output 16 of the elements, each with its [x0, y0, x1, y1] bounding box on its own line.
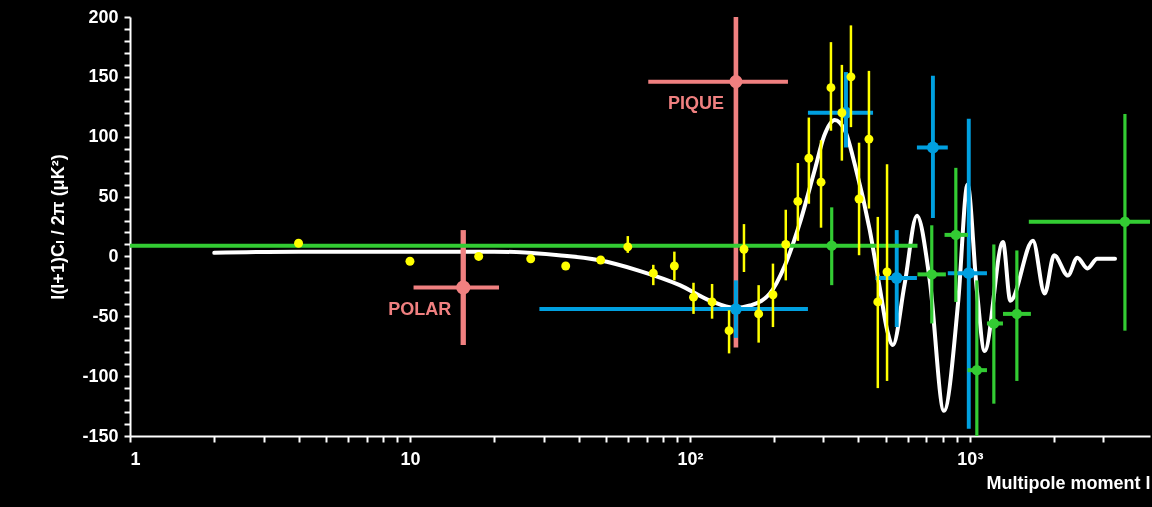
y-tick-label: -100 [82, 365, 119, 386]
y-tick-label: 100 [88, 126, 119, 147]
x-tick-label: 1 [130, 448, 141, 469]
series-label: POLAR [388, 298, 452, 319]
y-axis-title: l(l+1)Cₗ / 2π (μK²) [48, 154, 69, 300]
y-tick-label: 50 [98, 186, 119, 207]
y-tick-label: -50 [92, 305, 119, 326]
x-tick-label: 10³ [957, 448, 984, 469]
x-tick-label: 10 [400, 448, 421, 469]
y-tick-label: 200 [88, 6, 119, 27]
x-axis-title: Multipole moment l [986, 472, 1151, 493]
y-tick-label: 0 [108, 245, 119, 266]
series-label: PIQUE [667, 92, 724, 113]
y-tick-label: -150 [82, 425, 119, 446]
y-tick-label: 150 [88, 66, 119, 87]
x-tick-label: 10² [677, 448, 704, 469]
